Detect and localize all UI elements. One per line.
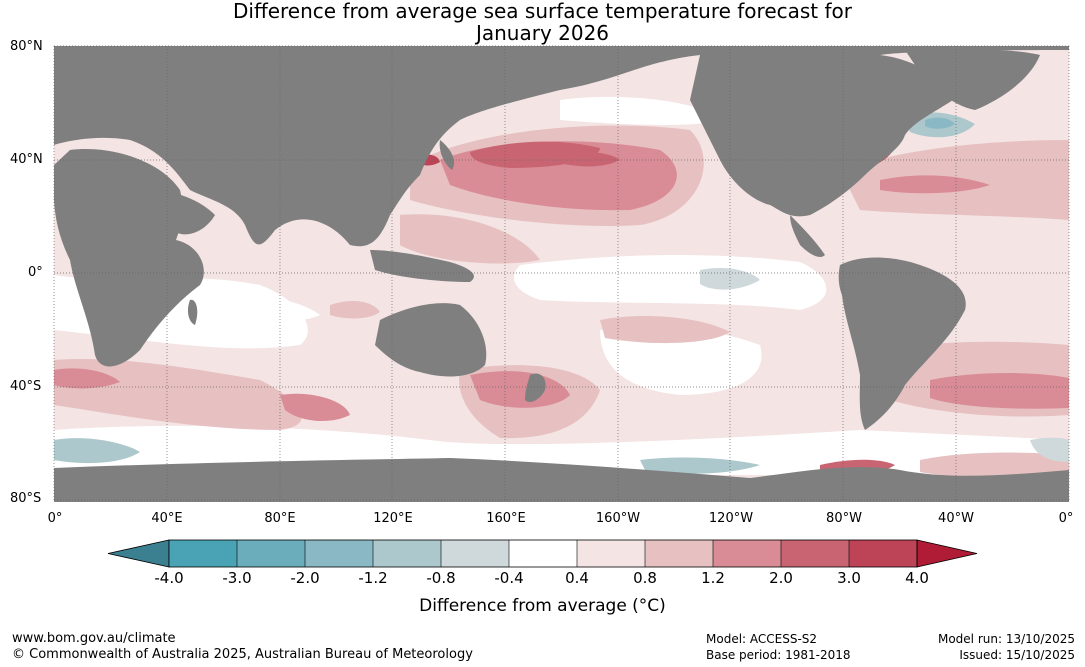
graticule bbox=[53, 45, 1070, 502]
footer-model-run: Model run: 13/10/2025 bbox=[937, 632, 1075, 646]
legend-swatch bbox=[237, 540, 305, 567]
legend-tick: 2.0 bbox=[769, 569, 793, 587]
lon-label-160w: 160°W bbox=[595, 511, 641, 526]
land-masses bbox=[54, 46, 1069, 502]
lat-label-40n: 40°N bbox=[10, 152, 43, 167]
new-zealand bbox=[525, 373, 546, 402]
japan bbox=[439, 140, 455, 170]
lon-label-120w: 120°W bbox=[708, 511, 754, 526]
legend-tick: 4.0 bbox=[905, 569, 929, 587]
legend-swatch bbox=[713, 540, 781, 567]
antarctica bbox=[54, 458, 1069, 502]
central-america bbox=[790, 215, 825, 257]
lon-label-0-right: 0° bbox=[1058, 511, 1074, 526]
legend-swatch bbox=[305, 540, 373, 567]
legend-swatch bbox=[509, 540, 577, 567]
lon-label-120e: 120°E bbox=[373, 511, 413, 526]
footer-base-period: Base period: 1981-2018 bbox=[706, 648, 851, 662]
australia bbox=[375, 303, 487, 377]
legend-tick: -0.8 bbox=[426, 569, 456, 587]
legend-tick: 1.2 bbox=[701, 569, 725, 587]
legend-swatch bbox=[169, 540, 237, 567]
legend-swatch bbox=[577, 540, 645, 567]
north-america bbox=[690, 55, 960, 217]
greenland bbox=[905, 48, 1040, 110]
arabia bbox=[150, 190, 215, 235]
legend-tick: -4.0 bbox=[154, 569, 184, 587]
lat-label-80s: 80°S bbox=[10, 491, 42, 506]
indonesia bbox=[370, 250, 474, 282]
chart-title: Difference from average sea surface temp… bbox=[232, 0, 852, 23]
legend-swatch bbox=[441, 540, 509, 567]
footer-model: Model: ACCESS-S2 bbox=[706, 632, 818, 646]
legend-swatch bbox=[781, 540, 849, 567]
legend-swatch bbox=[373, 540, 441, 567]
lon-label-80e: 80°E bbox=[264, 511, 296, 526]
legend-tick: -2.0 bbox=[290, 569, 320, 587]
footer-copyright: © Commonwealth of Australia 2025, Austra… bbox=[12, 647, 473, 662]
legend-swatch bbox=[645, 540, 713, 567]
lon-label-40w: 40°W bbox=[938, 511, 974, 526]
lat-label-40s: 40°S bbox=[10, 379, 42, 394]
footer-website: www.bom.gov.au/climate bbox=[12, 631, 176, 646]
madagascar bbox=[187, 299, 198, 325]
legend-tick: -3.0 bbox=[222, 569, 252, 587]
legend-tick: -0.4 bbox=[494, 569, 524, 587]
legend-colorbar bbox=[107, 539, 978, 568]
chart-subtitle: January 2026 bbox=[475, 21, 610, 45]
legend-arrow-low bbox=[107, 539, 170, 568]
legend-tick: 0.4 bbox=[565, 569, 589, 587]
legend-tick: 3.0 bbox=[837, 569, 861, 587]
legend-title: Difference from average (°C) bbox=[419, 596, 666, 616]
lat-label-0: 0° bbox=[28, 265, 43, 280]
legend-tick: 0.8 bbox=[633, 569, 657, 587]
legend-tick: -1.2 bbox=[358, 569, 388, 587]
lat-label-80n: 80°N bbox=[10, 39, 43, 54]
legend-arrow-high bbox=[916, 539, 978, 568]
lon-label-0-left: 0° bbox=[47, 511, 63, 526]
cool-anomalies bbox=[54, 112, 1069, 474]
lon-label-40e: 40°E bbox=[151, 511, 183, 526]
lon-label-160e: 160°E bbox=[486, 511, 526, 526]
footer-issued: Issued: 15/10/2025 bbox=[959, 648, 1075, 662]
legend-outline bbox=[168, 539, 918, 568]
lon-label-80w: 80°W bbox=[826, 511, 862, 526]
eurasia bbox=[54, 46, 1069, 247]
legend-swatch bbox=[849, 540, 917, 567]
